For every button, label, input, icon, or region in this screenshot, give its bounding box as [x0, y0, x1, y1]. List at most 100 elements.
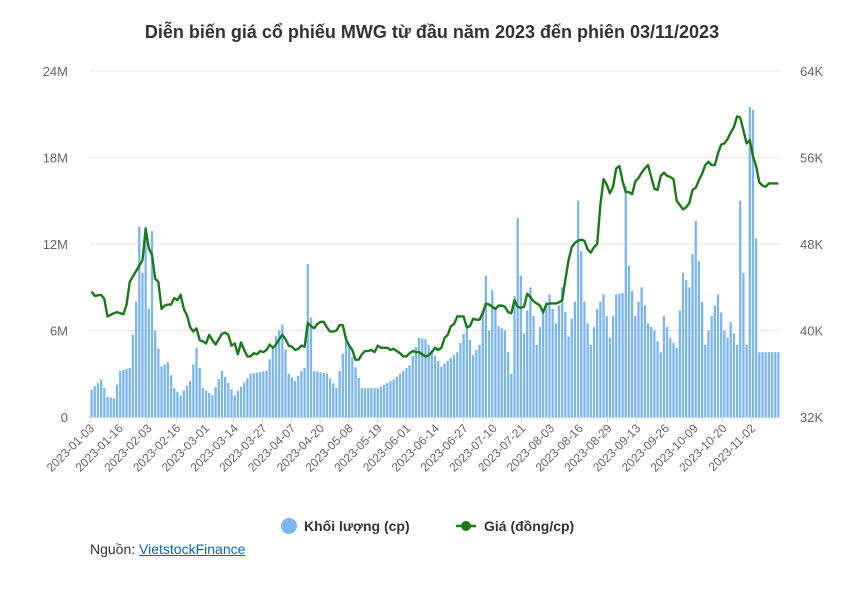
volume-bar	[166, 362, 170, 417]
legend: Khối lượng (cp) Giá (đồng/cp)	[281, 518, 574, 534]
volume-bar	[506, 352, 510, 417]
volume-bar	[465, 324, 468, 417]
volume-bar	[421, 338, 424, 417]
volume-bar	[243, 382, 246, 417]
volume-bar	[605, 316, 608, 417]
volume-bar	[306, 264, 309, 417]
source-credit: Nguồn: VietstockFinance	[90, 541, 245, 557]
volume-bar	[141, 272, 144, 417]
volume-bar	[472, 355, 475, 417]
volume-bar	[176, 391, 179, 417]
volume-bar	[128, 367, 131, 417]
legend-volume-marker	[281, 518, 297, 534]
volume-bar	[122, 369, 125, 417]
legend-price-label: Giá (đồng/cp)	[484, 518, 574, 534]
volume-bar	[611, 316, 615, 417]
volume-bar	[665, 326, 669, 417]
volume-bar	[370, 388, 373, 417]
volume-bar	[720, 312, 723, 417]
volume-bar	[675, 347, 678, 417]
volume-bar	[402, 370, 405, 417]
volume-bar	[681, 272, 685, 417]
volume-bar	[348, 346, 351, 417]
volume-bar	[481, 310, 484, 417]
volume-bar	[596, 308, 599, 417]
volume-bar	[313, 370, 316, 417]
volume-bar	[344, 336, 348, 417]
volume-bar	[691, 254, 694, 417]
volume-bar	[262, 371, 265, 417]
volume-bar	[417, 337, 421, 417]
volume-bar	[580, 251, 583, 417]
volume-bar	[395, 376, 398, 417]
volume-bar	[204, 390, 208, 417]
volume-bar	[160, 366, 163, 417]
volume-bar	[239, 386, 243, 417]
volume-bar	[700, 301, 704, 417]
volume-bar	[252, 373, 255, 417]
volume-bar	[223, 376, 227, 417]
legend-item-volume[interactable]: Khối lượng (cp)	[281, 518, 410, 534]
volume-bar	[630, 290, 634, 417]
volume-bar	[589, 344, 592, 417]
volume-bar	[379, 386, 383, 417]
volume-bar	[751, 109, 755, 418]
volume-bar	[255, 372, 259, 417]
left-axis-tick-label: 6M	[50, 324, 68, 339]
volume-bar	[103, 388, 106, 417]
source-link[interactable]: VietstockFinance	[139, 541, 246, 557]
volume-bar	[452, 355, 456, 417]
volume-bar	[599, 301, 602, 417]
volume-bar	[341, 353, 344, 417]
left-axis-labels: 0 6M 12M 18M 24M	[43, 64, 68, 425]
right-axis-tick-label: 32K	[800, 410, 823, 425]
volume-bar	[716, 294, 720, 417]
volume-bar	[592, 326, 596, 417]
chart-title: Diễn biến giá cổ phiếu MWG từ đầu năm 20…	[145, 21, 719, 42]
volume-bar	[621, 293, 624, 417]
volume-bar	[357, 377, 360, 417]
volume-bar	[131, 334, 135, 417]
volume-bar	[332, 383, 335, 417]
volume-bar	[526, 310, 529, 417]
volume-bar	[319, 372, 322, 417]
volume-bar	[618, 293, 621, 417]
volume-bar	[529, 287, 532, 417]
volume-bar	[557, 305, 561, 417]
volume-bar	[93, 386, 96, 417]
legend-item-price[interactable]: Giá (đồng/cp)	[456, 518, 574, 534]
volume-bar	[774, 352, 777, 417]
volume-bar	[541, 308, 545, 417]
volume-bar	[173, 388, 176, 417]
volume-bar	[770, 352, 774, 417]
volume-bar	[437, 361, 440, 417]
volume-bar	[678, 310, 681, 417]
volume-bar	[163, 364, 166, 417]
volume-bar	[567, 336, 570, 417]
volume-bar	[554, 323, 557, 417]
volume-bar	[389, 381, 392, 417]
volume-bar	[548, 294, 551, 417]
left-axis-tick-label: 18M	[43, 151, 68, 166]
volume-bar	[363, 388, 367, 417]
volume-bar	[586, 323, 589, 417]
volume-bar	[195, 347, 198, 417]
volume-bar	[446, 360, 449, 417]
right-axis-tick-label: 56K	[800, 151, 823, 166]
left-axis-tick-label: 24M	[43, 64, 68, 79]
volume-bar	[125, 368, 128, 417]
legend-price-marker	[461, 521, 471, 531]
volume-bar	[459, 342, 462, 417]
legend-volume-label: Khối lượng (cp)	[304, 518, 410, 534]
volume-bar	[503, 330, 507, 417]
volume-bar	[491, 290, 494, 417]
volume-bar	[656, 341, 659, 417]
volume-bar	[211, 395, 214, 417]
volume-bar	[637, 301, 640, 417]
volume-bar	[220, 370, 224, 417]
volume-bar	[538, 326, 542, 417]
volume-bar	[497, 326, 500, 417]
volume-bar	[119, 370, 122, 417]
volume-bar	[745, 344, 748, 417]
volume-bar	[287, 373, 290, 417]
